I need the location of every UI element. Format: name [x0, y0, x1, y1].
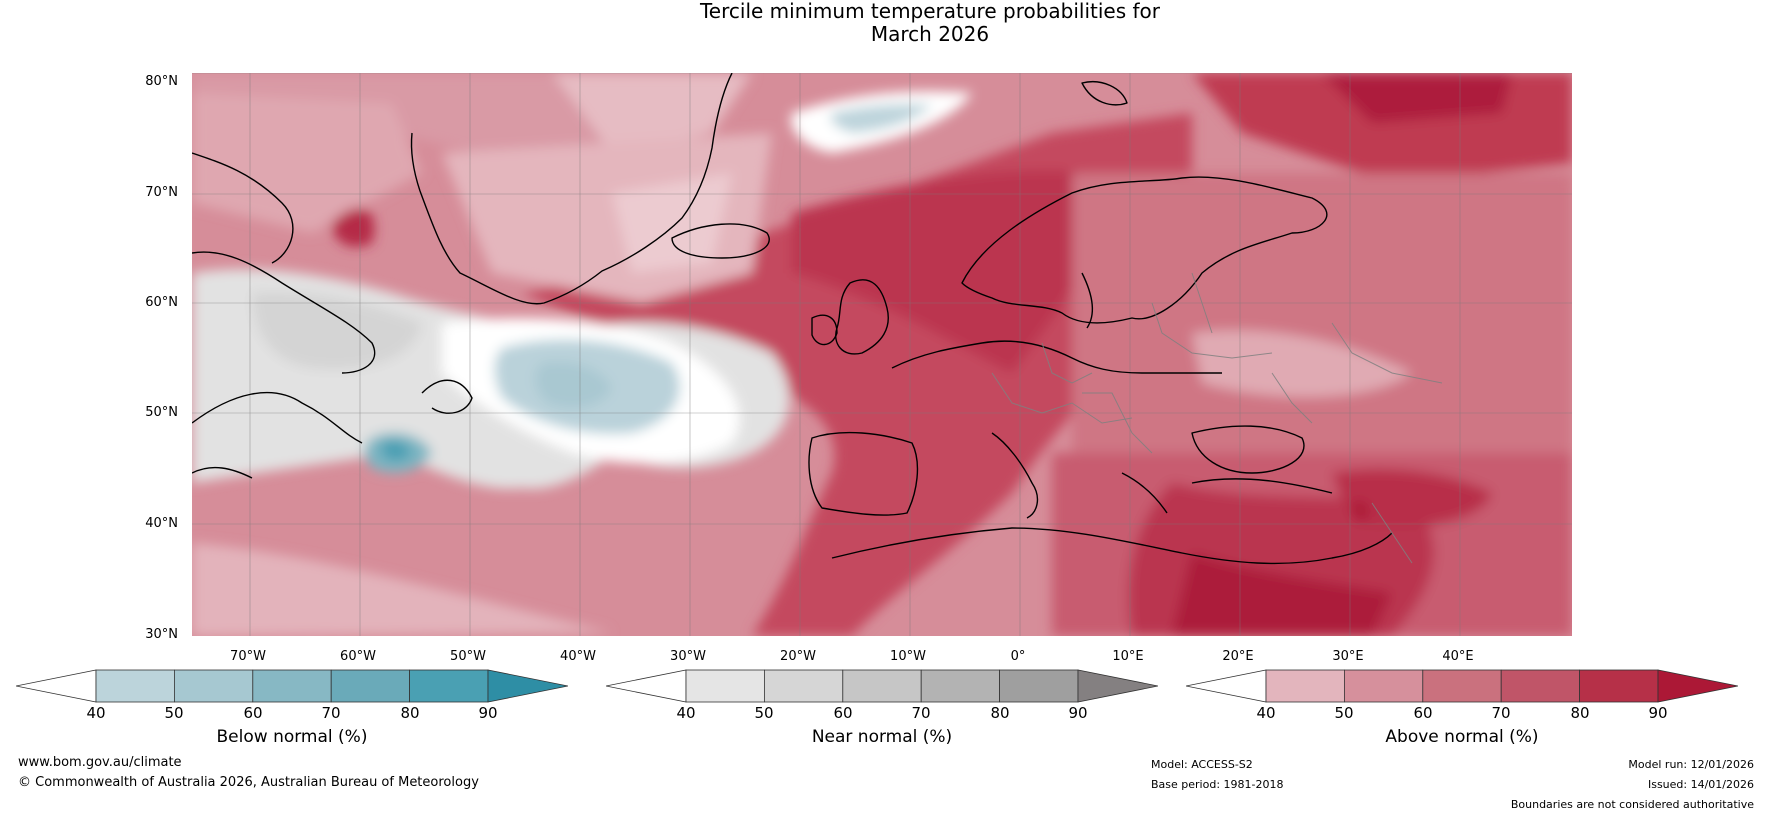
issued-text: Issued: 14/01/2026: [1647, 778, 1754, 791]
tick-label: 80: [400, 704, 420, 722]
title-line-2: March 2026: [870, 22, 990, 46]
title-line-1: Tercile minimum temperature probabilitie…: [699, 0, 1161, 23]
model-text: Model: ACCESS-S2: [1151, 758, 1253, 771]
colorbar-extend-low: [1186, 669, 1267, 703]
lon-label-10w: 10°W: [890, 649, 926, 664]
colorbar-near: [606, 669, 1158, 703]
tick-label: 80: [1570, 704, 1590, 722]
colorbar-bin: [173, 669, 254, 703]
colorbar-bin: [1579, 669, 1659, 703]
lon-label-10e: 10°E: [1112, 649, 1144, 664]
tick-label: 40: [1256, 704, 1276, 722]
tick-label: 90: [1648, 704, 1668, 722]
coastlines: [192, 73, 1393, 565]
lon-label-20w: 20°W: [780, 649, 816, 664]
tick-label: 40: [676, 704, 696, 722]
lon-label-40e: 40°E: [1442, 649, 1474, 664]
tick-label: 50: [164, 704, 184, 722]
colorbar-extend-low: [16, 669, 97, 703]
tick-label: 60: [1413, 704, 1433, 722]
disclaimer-text: Boundaries are not considered authoritat…: [1510, 798, 1754, 811]
lat-label-30: 30°N: [145, 627, 178, 642]
tick-label: 50: [1334, 704, 1354, 722]
lon-label-20e: 20°E: [1222, 649, 1254, 664]
lat-label-40: 40°N: [145, 516, 178, 531]
colorbar-extend-low: [606, 669, 687, 703]
lon-label-0: 0°: [1010, 649, 1026, 664]
colorbar-below-label: Below normal (%): [216, 727, 368, 747]
copyright-text: © Commonwealth of Australia 2026, Austra…: [18, 775, 479, 790]
lat-label-80: 80°N: [145, 74, 178, 89]
tick-label: 50: [754, 704, 774, 722]
tick-label: 60: [243, 704, 263, 722]
tick-label: 70: [321, 704, 341, 722]
colorbar-bin: [1343, 669, 1424, 703]
colorbar-bin: [409, 669, 489, 703]
tick-label: 70: [1491, 704, 1511, 722]
tick-label: 70: [911, 704, 931, 722]
colorbar-bin: [252, 669, 332, 703]
lat-label-50: 50°N: [145, 405, 178, 420]
tick-label: 60: [833, 704, 853, 722]
colorbar-bin: [1422, 669, 1502, 703]
borders: [991, 272, 1443, 564]
colorbar-bin: [685, 669, 765, 703]
colorbar-bin: [763, 669, 844, 703]
lon-label-70w: 70°W: [230, 649, 266, 664]
lat-label-70: 70°N: [145, 185, 178, 200]
tick-label: 80: [990, 704, 1010, 722]
lat-label-60: 60°N: [145, 295, 178, 310]
colorbar-extend-high: [487, 669, 568, 703]
base-period-text: Base period: 1981-2018: [1151, 778, 1284, 791]
probability-field: [192, 73, 1572, 636]
lon-label-50w: 50°W: [450, 649, 486, 664]
colorbar-above: [1186, 669, 1738, 703]
colorbar-bin: [842, 669, 922, 703]
lon-label-30e: 30°E: [1332, 649, 1364, 664]
tick-label: 90: [1068, 704, 1088, 722]
tick-label: 40: [86, 704, 106, 722]
lon-label-60w: 60°W: [340, 649, 376, 664]
colorbar-near-label: Near normal (%): [811, 727, 953, 747]
colorbar-bin: [330, 669, 411, 703]
colorbar-below: [16, 669, 568, 703]
lon-label-30w: 30°W: [670, 649, 706, 664]
lon-label-40w: 40°W: [560, 649, 596, 664]
website-link[interactable]: www.bom.gov.au/climate: [18, 755, 182, 770]
colorbar-bin: [95, 669, 175, 703]
colorbar-above-label: Above normal (%): [1385, 727, 1539, 747]
colorbar-bin: [1500, 669, 1581, 703]
figure-title: Tercile minimum temperature probabilitie…: [0, 0, 1770, 46]
model-run-text: Model run: 12/01/2026: [1628, 758, 1754, 771]
probability-map: [192, 73, 1572, 636]
colorbar-bin: [1265, 669, 1345, 703]
colorbar-bin: [999, 669, 1079, 703]
colorbar-bin: [920, 669, 1001, 703]
tick-label: 90: [478, 704, 498, 722]
colorbar-extend-high: [1077, 669, 1158, 703]
colorbar-extend-high: [1657, 669, 1738, 703]
gridlines: [192, 73, 1572, 636]
